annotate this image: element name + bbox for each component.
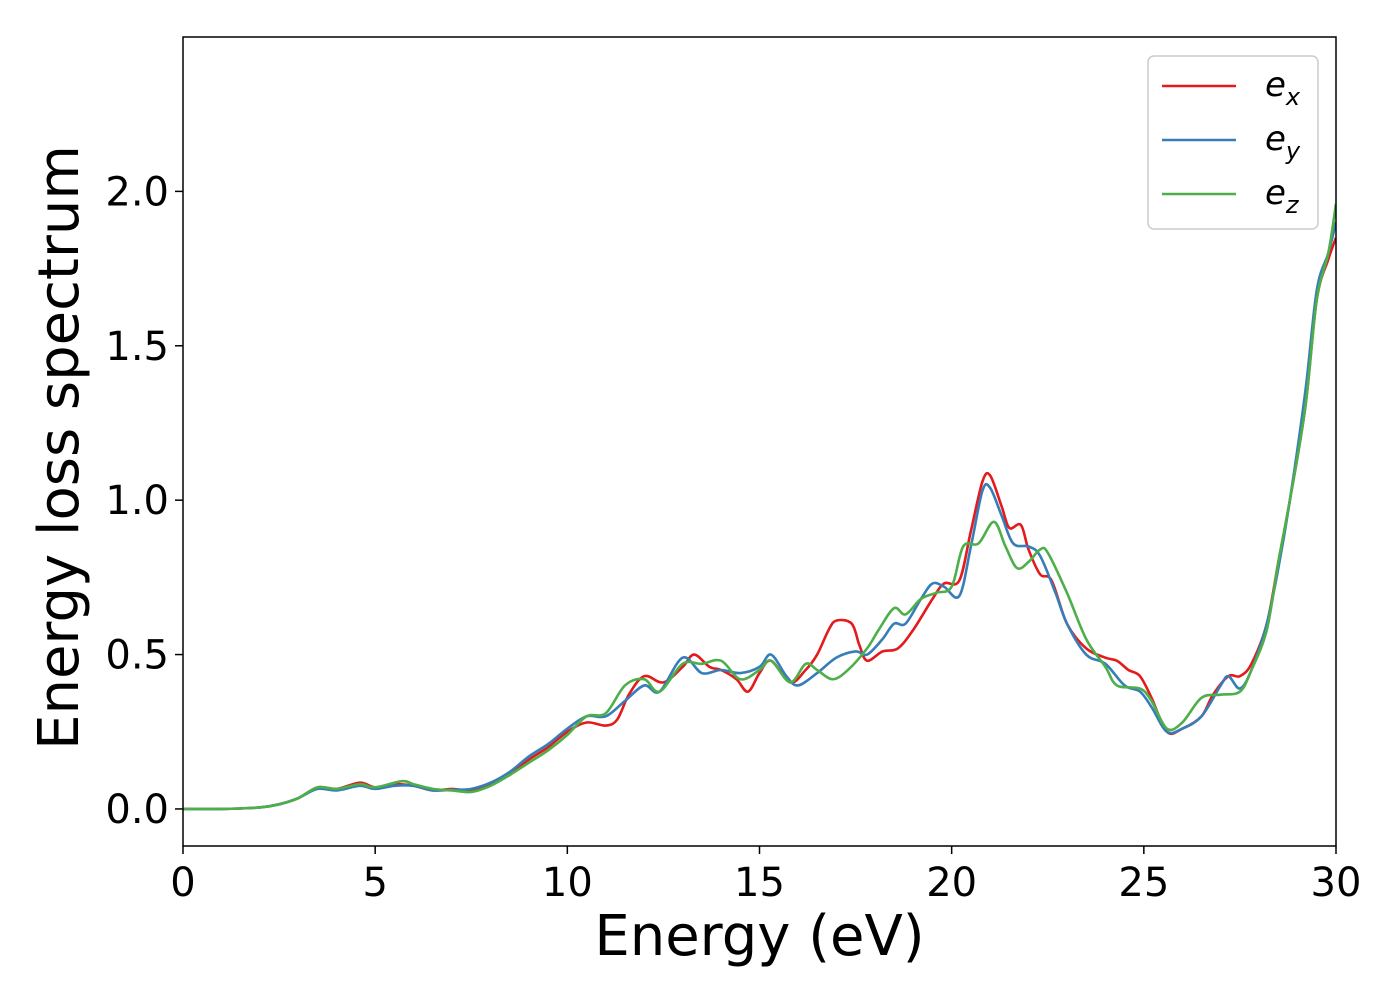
y-tick-label: 1.0	[105, 478, 169, 524]
y-axis-ticks: 0.0 0.5 1.0 1.5 2.0	[105, 169, 183, 833]
plot-background	[183, 37, 1336, 846]
x-tick-label: 25	[1118, 860, 1169, 906]
axes-frame	[182, 36, 1337, 847]
x-tick-label: 10	[542, 860, 593, 906]
y-tick-label: 0.5	[105, 633, 169, 679]
series-line-z	[183, 203, 1336, 811]
legend-label-subscript: x	[1285, 83, 1301, 111]
series-layer	[183, 203, 1336, 811]
legend-label-subscript: z	[1285, 191, 1300, 219]
legend-label-base: e	[1265, 119, 1286, 159]
x-tick-label: 0	[170, 860, 195, 906]
legend-label-y: ey	[1265, 119, 1301, 165]
legend-label-base: e	[1265, 65, 1286, 105]
legend-label-subscript: y	[1285, 137, 1301, 165]
x-axis-ticks: 0 5 10 15 20 25 30	[170, 846, 1361, 906]
legend-label-base: e	[1265, 173, 1286, 213]
plot-area	[183, 37, 1336, 846]
x-tick-label: 5	[362, 860, 387, 906]
y-tick-label: 1.5	[105, 324, 169, 370]
y-tick-label: 0.0	[105, 787, 169, 833]
y-tick-label: 2.0	[105, 169, 169, 215]
x-axis-title: Energy (eV)	[594, 904, 924, 969]
x-tick-label: 15	[734, 860, 785, 906]
legend-box	[1147, 55, 1319, 230]
legend-label-z: ez	[1265, 173, 1300, 219]
x-tick-label: 30	[1311, 860, 1362, 906]
y-axis-title: Energy loss spectrum	[27, 145, 92, 750]
plot-frame	[182, 36, 1337, 847]
legend-label-x: ex	[1265, 65, 1301, 111]
x-tick-label: 20	[926, 860, 977, 906]
